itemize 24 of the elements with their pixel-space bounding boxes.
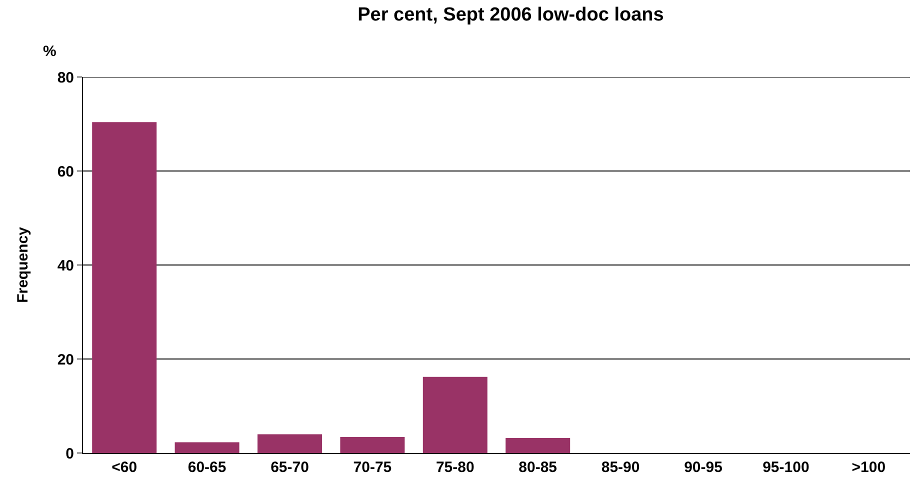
x-tick-label: 60-65 — [188, 459, 226, 476]
bar — [258, 434, 322, 453]
bar — [92, 122, 157, 453]
x-tick-label: 65-70 — [270, 459, 309, 476]
bar — [506, 438, 570, 453]
x-tick-label: >100 — [852, 459, 886, 476]
x-tick-label: 75-80 — [436, 459, 474, 476]
y-tick-label: 80 — [57, 69, 74, 86]
x-tick-label: 95-100 — [762, 459, 810, 476]
y-tick-label: 60 — [57, 163, 74, 180]
bar — [422, 376, 488, 453]
x-tick-label: 85-90 — [601, 459, 640, 476]
chart-title: Per cent, Sept 2006 low-doc loans — [358, 4, 664, 26]
x-tick-label: <60 — [112, 459, 138, 476]
x-tick-label: 70-75 — [353, 459, 392, 476]
y-tick-label: 20 — [57, 351, 74, 368]
x-tick-label: 90-95 — [684, 459, 722, 476]
x-tick-label: 80-85 — [518, 459, 558, 476]
y-tick-label: 0 — [66, 445, 74, 462]
bar — [174, 442, 240, 453]
y-axis-title: Frequency — [14, 226, 32, 303]
bar — [340, 437, 405, 453]
y-tick-label: 40 — [57, 257, 74, 274]
text: % — [43, 43, 56, 60]
